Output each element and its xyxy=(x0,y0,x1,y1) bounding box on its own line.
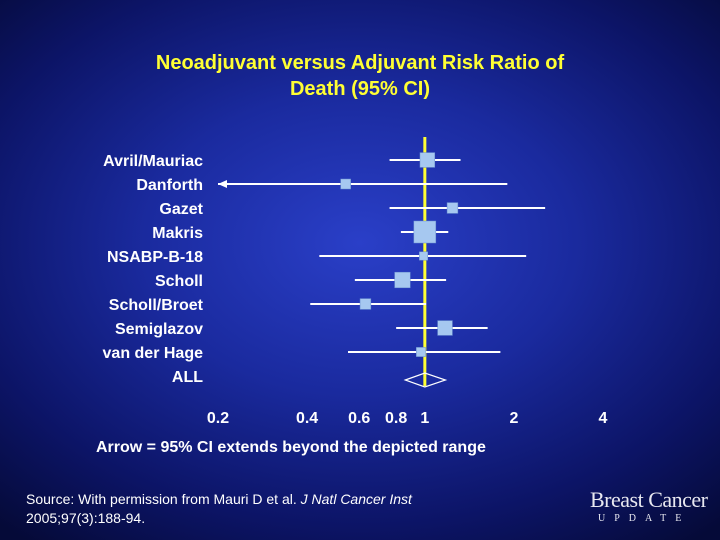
point-marker-makris xyxy=(413,220,437,244)
chart-title-line-1: Neoadjuvant versus Adjuvant Risk Ratio o… xyxy=(155,52,565,74)
arrow-note: Arrow = 95% CI extends beyond the depict… xyxy=(96,439,486,456)
study-label-makris: Makris xyxy=(152,225,203,242)
ci-arrow-danforth xyxy=(218,180,227,188)
x-tick-label-2: 2 xyxy=(509,410,518,427)
point-marker-gazet xyxy=(446,202,459,214)
point-marker-van-der-hage xyxy=(416,347,426,357)
logo-main-text: Breast Cancer xyxy=(590,487,708,512)
source-citation: Source: With permission from Mauri D et … xyxy=(26,490,546,528)
study-label-danforth: Danforth xyxy=(136,177,203,194)
study-label-avril-mauriac: Avril/Mauriac xyxy=(103,153,203,170)
breast-cancer-update-logo: Breast Cancer UPDATE xyxy=(590,488,712,532)
study-label-nsabp-b-18: NSABP-B-18 xyxy=(107,249,203,266)
source-journal: J Natl Cancer Inst xyxy=(300,491,412,507)
x-tick-label-1: 1 xyxy=(420,410,429,427)
source-reference: 2005;97(3):188-94. xyxy=(26,510,146,526)
study-label-semiglazov: Semiglazov xyxy=(115,321,203,338)
study-label-gazet: Gazet xyxy=(159,201,203,218)
point-marker-avril-mauriac xyxy=(419,152,436,168)
study-label-scholl: Scholl xyxy=(155,273,203,290)
study-label-summary: ALL xyxy=(172,369,203,386)
x-tick-label-0-4: 0.4 xyxy=(296,410,318,427)
chart-title: Neoadjuvant versus Adjuvant Risk Ratio o… xyxy=(60,50,660,102)
summary-diamond xyxy=(403,372,448,388)
x-tick-label-0-6: 0.6 xyxy=(348,410,370,427)
point-marker-nsabp-b-18 xyxy=(419,251,428,261)
x-tick-label-4: 4 xyxy=(599,410,608,427)
x-tick-label-0-8: 0.8 xyxy=(385,410,407,427)
point-marker-scholl-broet xyxy=(359,298,372,310)
source-prefix: Source: With permission from Mauri D et … xyxy=(26,491,301,507)
chart-title-line-2: Death (95% CI) xyxy=(289,78,431,100)
study-label-scholl-broet: Scholl/Broet xyxy=(109,297,204,314)
point-marker-semiglazov xyxy=(437,320,453,336)
point-marker-scholl xyxy=(394,271,411,289)
point-marker-danforth xyxy=(340,178,351,190)
study-label-van-der-hage: van der Hage xyxy=(103,345,204,362)
x-tick-label-0-2: 0.2 xyxy=(207,410,229,427)
logo-sub-text: UPDATE xyxy=(598,513,691,524)
